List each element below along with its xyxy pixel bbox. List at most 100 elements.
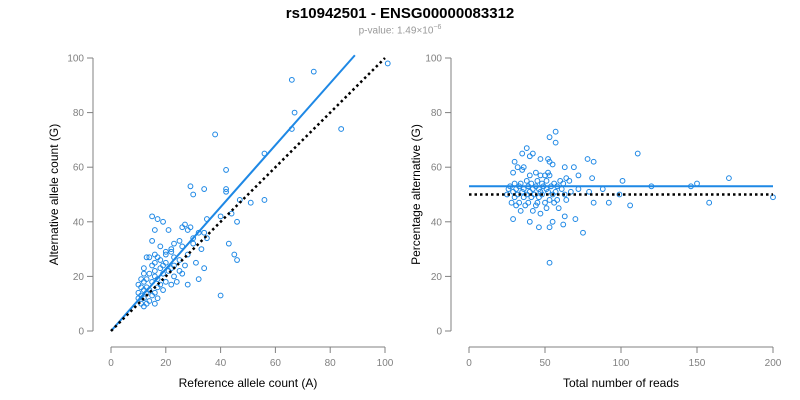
- y-tick-label: 80: [431, 108, 443, 119]
- x-axis-title: Reference allele count (A): [179, 376, 318, 390]
- data-point: [552, 139, 559, 146]
- data-point: [526, 218, 533, 225]
- data-point: [529, 207, 536, 214]
- data-point: [195, 276, 202, 283]
- data-point: [184, 227, 191, 233]
- data-point: [513, 186, 520, 192]
- data-point: [575, 186, 582, 192]
- data-point: [694, 180, 700, 187]
- data-point: [536, 224, 542, 231]
- data-point: [536, 194, 542, 201]
- data-point: [555, 205, 562, 212]
- data-point: [217, 213, 224, 220]
- data-point: [154, 216, 161, 222]
- data-point: [138, 284, 145, 291]
- data-point: [523, 145, 530, 151]
- data-point: [173, 278, 180, 285]
- data-point: [551, 199, 558, 206]
- data-point: [523, 177, 530, 184]
- y-tick-label: 100: [425, 54, 442, 65]
- data-point: [572, 216, 579, 222]
- y-tick-label: 0: [436, 327, 442, 338]
- data-point: [549, 161, 556, 168]
- data-point: [223, 167, 229, 173]
- data-point: [138, 276, 145, 283]
- data-point: [526, 172, 533, 179]
- data-point: [162, 259, 169, 266]
- data-point: [566, 177, 573, 184]
- data-point: [179, 224, 186, 231]
- data-point: [634, 150, 641, 157]
- data-point: [201, 265, 208, 272]
- data-point: [171, 240, 177, 247]
- data-point: [384, 60, 391, 67]
- data-point: [225, 240, 232, 247]
- data-point: [231, 251, 238, 258]
- data-point: [532, 202, 539, 209]
- data-point: [520, 194, 527, 201]
- x-tick-label: 150: [689, 358, 706, 369]
- data-point: [151, 259, 158, 266]
- data-point: [561, 164, 568, 171]
- data-point: [549, 218, 556, 225]
- data-point: [187, 224, 194, 231]
- data-point: [570, 164, 577, 171]
- data-point: [162, 251, 169, 258]
- data-point: [546, 172, 553, 179]
- data-point: [247, 199, 254, 206]
- data-point: [590, 199, 597, 206]
- data-point: [563, 175, 570, 182]
- scatter-panel-percentage: 0 20 40 60 80 100 0 50 100 150 200 Total number of …: [409, 54, 782, 391]
- x-axis-title: Total number of reads: [563, 376, 679, 390]
- data-point: [223, 188, 229, 195]
- data-point: [217, 292, 224, 299]
- data-point: [201, 229, 208, 236]
- data-point: [561, 191, 568, 198]
- data-point: [599, 186, 606, 192]
- data-point: [627, 202, 634, 209]
- data-point: [546, 197, 553, 203]
- y-axis-title: Percentage alternative (G): [409, 124, 423, 265]
- scatter-panel-allele-counts: 0 20 40 60 80 100 0 20 40 60 80 100 Reference allele…: [47, 54, 394, 391]
- data-point: [140, 265, 147, 272]
- data-point: [140, 295, 147, 302]
- data-point: [190, 191, 197, 198]
- data-point: [560, 180, 567, 187]
- data-point: [516, 199, 523, 206]
- data-point: [140, 270, 147, 277]
- data-point: [154, 254, 161, 261]
- data-point: [575, 172, 582, 179]
- data-point: [223, 186, 229, 192]
- data-point: [151, 227, 158, 233]
- data-point: [519, 167, 526, 173]
- data-point: [537, 156, 544, 162]
- p-value-mantissa: 1.49: [396, 25, 417, 37]
- data-point: [184, 281, 191, 288]
- data-point: [168, 248, 175, 255]
- fit-line: [110, 54, 356, 332]
- y-tick-label: 60: [73, 163, 85, 174]
- data-point: [616, 191, 623, 198]
- data-point: [187, 183, 194, 190]
- data-point: [135, 281, 142, 288]
- x-tick-label: 40: [215, 358, 227, 369]
- data-point: [522, 202, 529, 209]
- x-tick-label: 100: [377, 358, 394, 369]
- data-point: [168, 246, 175, 253]
- data-point: [234, 218, 240, 225]
- data-point: [605, 199, 612, 206]
- data-point: [162, 248, 169, 255]
- data-point: [157, 243, 164, 250]
- data-point: [135, 289, 142, 296]
- data-point: [151, 251, 158, 258]
- data-point: [261, 197, 268, 203]
- y-axis-title: Alternative allele count (G): [47, 124, 61, 265]
- y-tick-label: 60: [431, 163, 443, 174]
- data-point: [149, 292, 156, 299]
- reference-line: [110, 57, 386, 332]
- data-point: [534, 177, 541, 184]
- data-point: [165, 227, 172, 233]
- chart-subtitle: p-value: 1.49×10−6: [0, 24, 800, 36]
- data-point: [176, 268, 183, 274]
